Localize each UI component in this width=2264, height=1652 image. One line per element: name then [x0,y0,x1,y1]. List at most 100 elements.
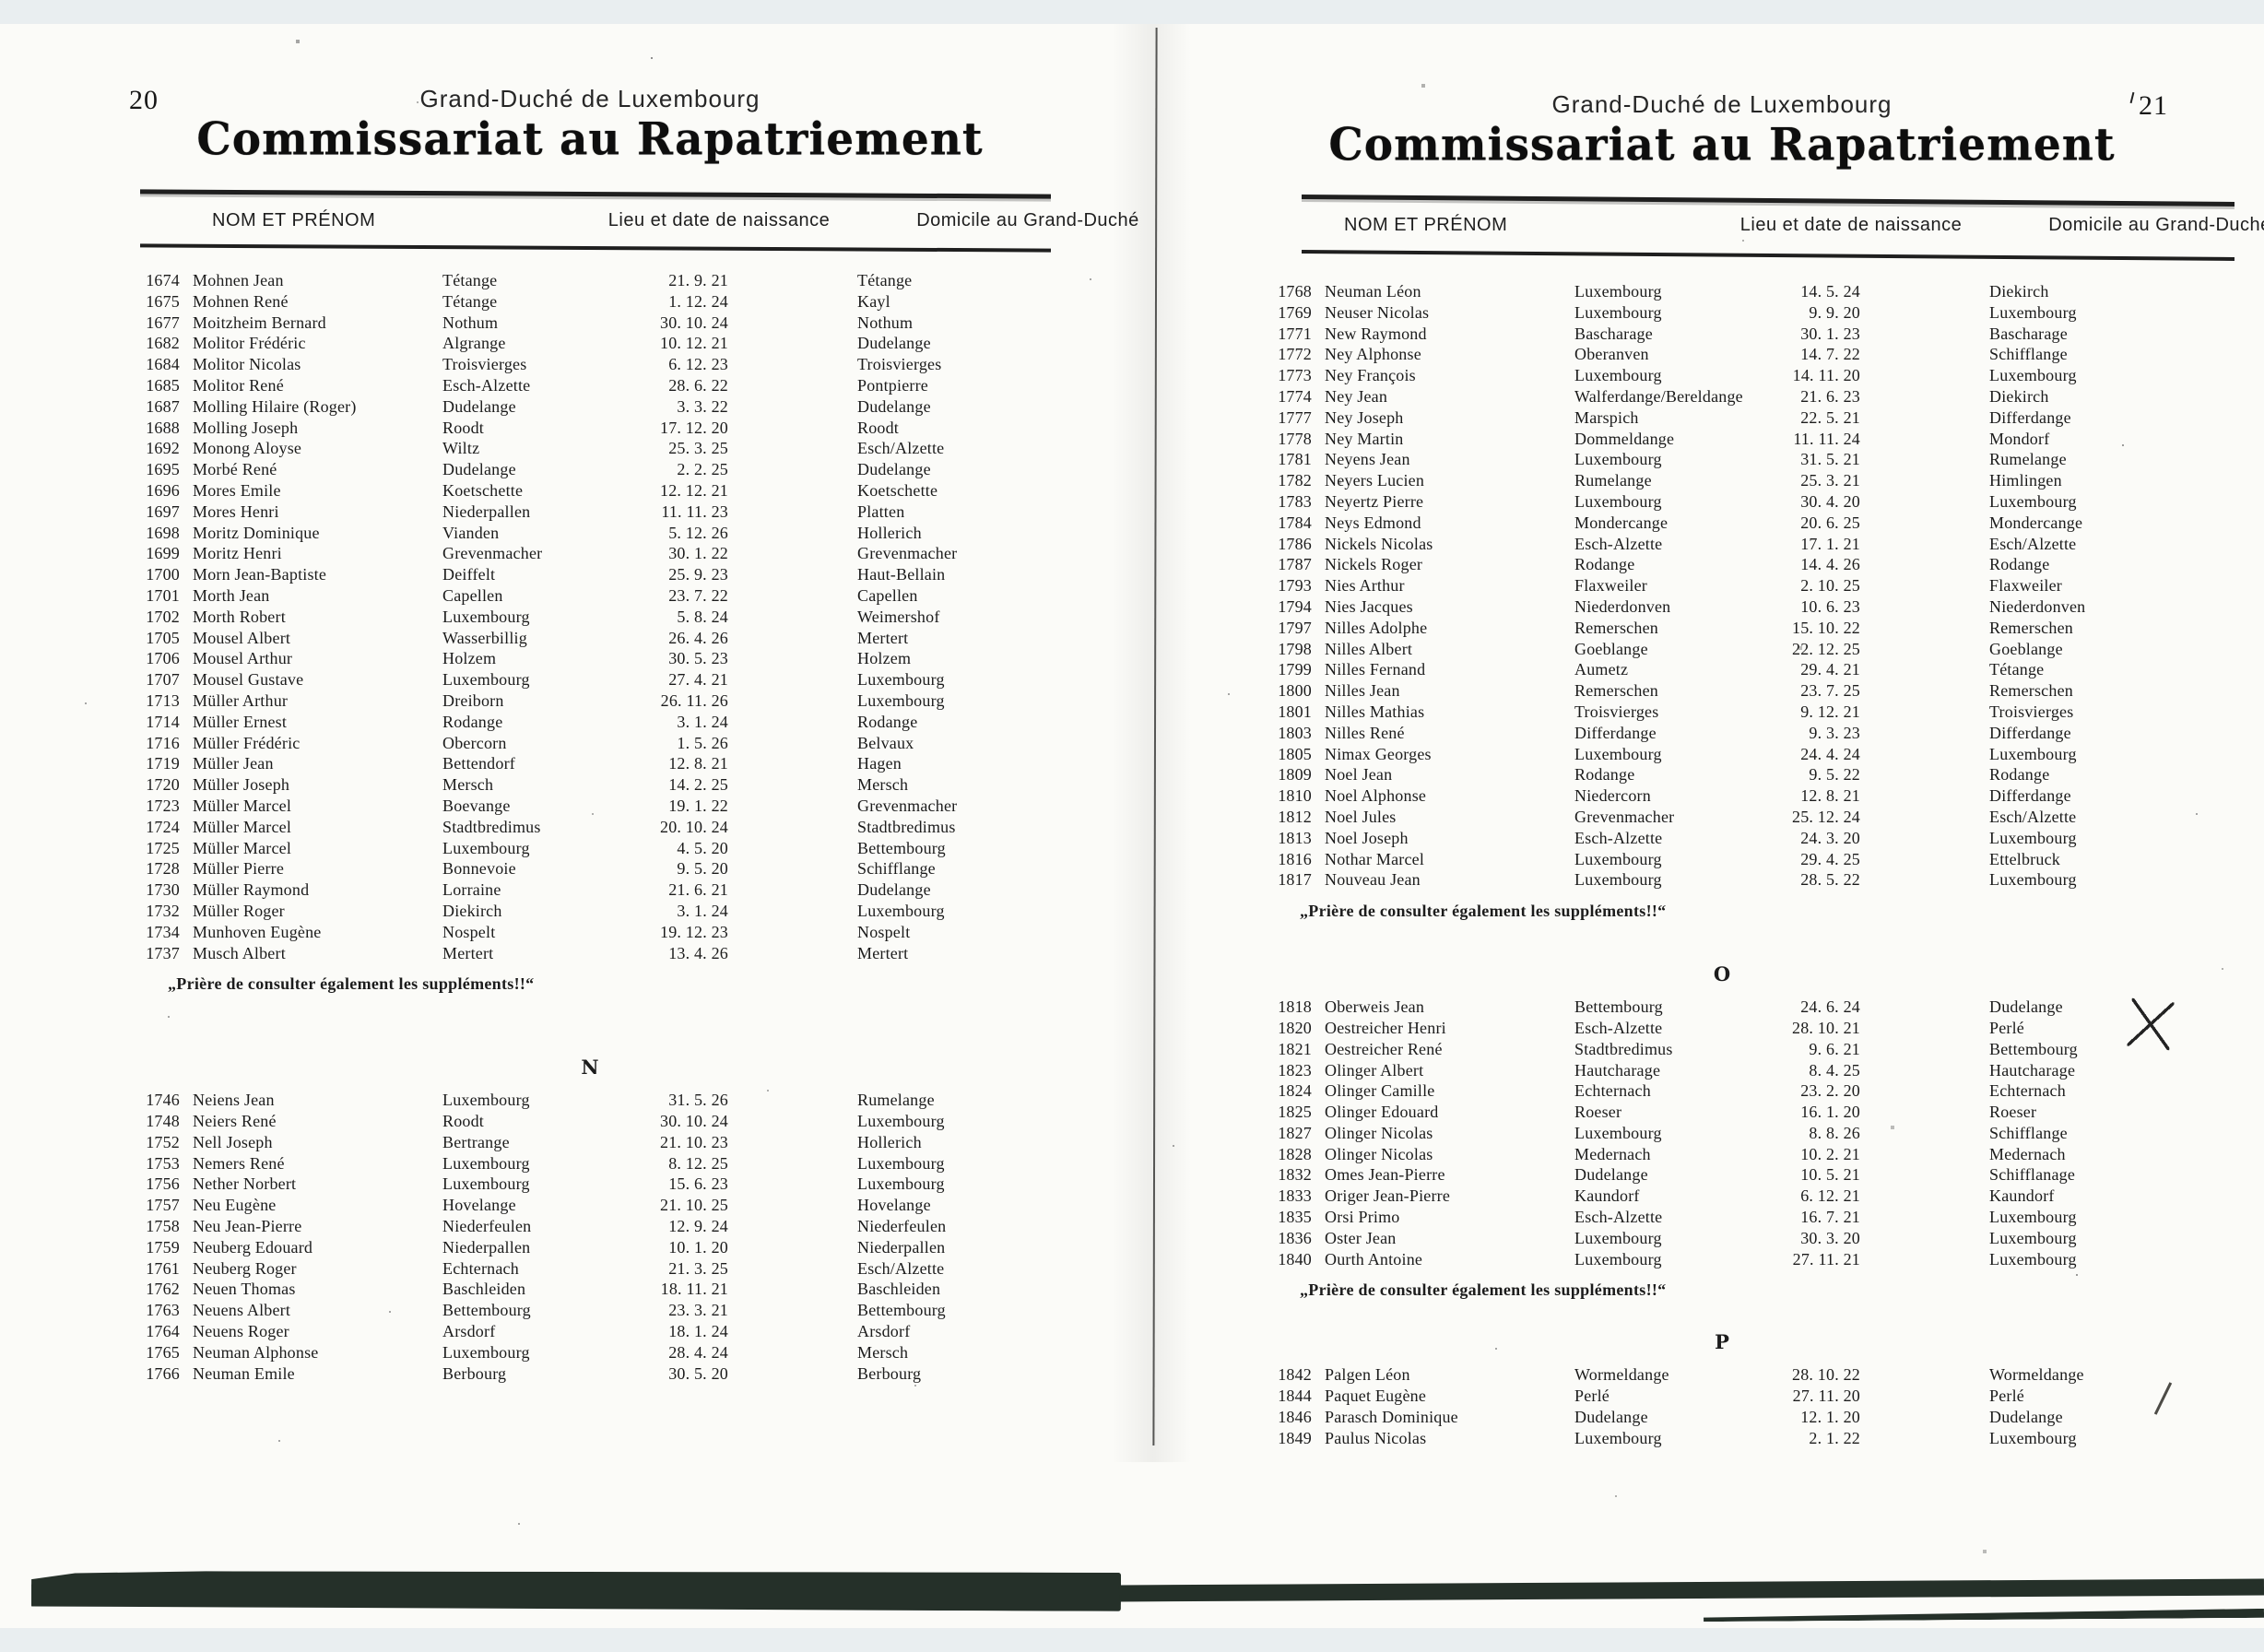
entry-birthplace: Diekirch [442,901,502,920]
entry-name: Moritz Henri [193,544,282,563]
entry-birthdate: 30. 5. 20 [668,1363,728,1383]
table-row: 1801 Nilles Mathias Troisvierges 9. 12. … [1252,702,2192,724]
entry-name: Nell Joseph [193,1132,273,1151]
entry-number: 1817 [1278,870,1312,890]
entry-birthplace: Boevange [442,796,511,815]
entry-name: Neyers Lucien [1325,471,1425,490]
column-header-name: NOM ET PRÉNOM [1344,215,1508,235]
entry-number: 1688 [146,418,180,437]
entry-birthplace: Flaxweiler [1574,576,1647,596]
table-row: 1771 New Raymond Bascharage 30. 1. 23 Ba… [1252,324,2192,346]
entry-birthdate: 23. 3. 21 [668,1301,728,1320]
scan-artifact-bar [31,1569,1121,1611]
entry-domicile: Tétange [1989,660,2045,679]
entry-birthdate: 27. 11. 21 [1792,1249,1860,1268]
entry-number: 1737 [146,943,180,962]
entry-birthplace: Hautcharage [1574,1060,1661,1080]
column-header-name: NOM ET PRÉNOM [212,210,376,230]
entry-name: Olinger Camille [1325,1081,1435,1101]
entry-name: Nouveau Jean [1325,870,1421,890]
entry-name: Oestreicher René [1325,1039,1443,1058]
entry-birthplace: Bettendorf [442,754,515,773]
entry-name: Müller Marcel [193,838,292,857]
entry-birthdate: 24. 6. 24 [1800,997,1860,1017]
entry-birthplace: Luxembourg [1574,1123,1662,1142]
entry-birthplace: Obercorn [442,733,507,752]
entry-name: Oberweis Jean [1325,997,1425,1017]
entry-number: 1820 [1278,1018,1312,1037]
entry-number: 1774 [1278,386,1312,406]
header-rule-bottom [1301,250,2235,261]
entry-number: 1805 [1278,744,1312,763]
entry-name: Molling Joseph [193,418,299,437]
entry-birthplace: Niederpallen [442,1237,531,1257]
entry-domicile: Hollerich [857,523,922,542]
entry-number: 1772 [1278,345,1312,364]
entry-domicile: Ettelbruck [1989,849,2060,868]
entry-number: 1752 [146,1132,180,1151]
entry-name: Nickels Nicolas [1325,534,1433,553]
entry-domicile: Roeser [1989,1103,2037,1122]
entry-birthdate: 11. 11. 24 [1793,429,1860,448]
entry-number: 1794 [1278,596,1312,616]
entry-number: 1823 [1278,1060,1312,1080]
entry-domicile: Esch/Alzette [857,439,945,458]
entry-domicile: Rumelange [1989,450,2067,469]
table-row: 1759 Neuberg Edouard Niederpallen 10. 1.… [120,1238,1060,1259]
entry-birthdate: 8. 4. 25 [1809,1060,1860,1080]
table-row: 1799 Nilles Fernand Aumetz 29. 4. 21 Tét… [1252,660,2192,681]
entry-name: Oster Jean [1325,1228,1397,1247]
table-row: 1734 Munhoven Eugène Nospelt 19. 12. 23 … [120,923,1060,944]
entry-birthdate: 21. 10. 23 [660,1132,728,1151]
entry-birthplace: Grevenmacher [1574,807,1675,826]
entry-birthdate: 2. 2. 25 [677,460,728,479]
entry-birthdate: 21. 6. 21 [668,880,728,900]
entry-birthplace: Grevenmacher [442,544,543,563]
table-row: 1674 Mohnen Jean Tétange 21. 9. 21 Tétan… [120,271,1060,292]
entry-number: 1846 [1278,1408,1312,1427]
entry-birthplace: Luxembourg [442,1153,530,1173]
entry-birthplace: Echternach [1574,1081,1651,1101]
entry-birthdate: 23. 7. 25 [1800,681,1860,701]
entry-domicile: Stadtbredimus [857,817,956,836]
entry-number: 1763 [146,1301,180,1320]
table-row: 1803 Nilles René Differdange 9. 3. 23 Di… [1252,724,2192,745]
entry-number: 1706 [146,649,180,668]
entry-birthdate: 25. 12. 24 [1792,807,1860,826]
entry-domicile: Holzem [857,649,912,668]
entry-number: 1787 [1278,555,1312,574]
entry-name: Paulus Nicolas [1325,1428,1427,1447]
entry-number: 1812 [1278,807,1312,826]
entry-number: 1818 [1278,997,1312,1017]
entry-birthdate: 30. 5. 23 [668,649,728,668]
entry-birthdate: 30. 4. 20 [1800,491,1860,511]
section-rows: 1746 Neiens Jean Luxembourg 31. 5. 26 Ru… [120,1091,1060,1385]
entry-birthdate: 22. 5. 21 [1800,407,1860,427]
register-table: 1768 Neuman Léon Luxembourg 14. 5. 24 Di… [1252,282,2192,1450]
entry-name: Neys Edmond [1325,513,1421,532]
letter-section: 1768 Neuman Léon Luxembourg 14. 5. 24 Di… [1252,282,2192,926]
entry-number: 1833 [1278,1186,1312,1206]
entry-number: 1705 [146,628,180,647]
entry-domicile: Luxembourg [1989,1228,2077,1247]
entry-birthdate: 12. 9. 24 [668,1217,728,1236]
table-row: 1705 Mousel Albert Wasserbillig 26. 4. 2… [120,629,1060,650]
entry-number: 1765 [146,1342,180,1362]
entry-birthplace: Luxembourg [442,1174,530,1194]
entry-birthdate: 18. 11. 21 [660,1280,728,1299]
entry-birthdate: 5. 8. 24 [677,607,728,626]
entry-number: 1759 [146,1237,180,1257]
entry-birthdate: 21. 10. 25 [660,1196,728,1215]
entry-birthplace: Koetschette [442,480,524,500]
entry-domicile: Luxembourg [1989,828,2077,847]
entry-name: Neuens Albert [193,1301,291,1320]
entry-domicile: Remerschen [1989,681,2073,701]
table-row: 1761 Neuberg Roger Echternach 21. 3. 25 … [120,1259,1060,1280]
entry-birthdate: 20. 10. 24 [660,817,728,836]
entry-number: 1761 [146,1258,180,1278]
table-row: 1817 Nouveau Jean Luxembourg 28. 5. 22 L… [1252,870,2192,891]
entry-name: Mores Emile [193,480,281,500]
entry-birthdate: 12. 8. 21 [668,754,728,773]
entry-birthplace: Stadtbredimus [442,817,541,836]
page-number: 21 [2139,90,2168,121]
